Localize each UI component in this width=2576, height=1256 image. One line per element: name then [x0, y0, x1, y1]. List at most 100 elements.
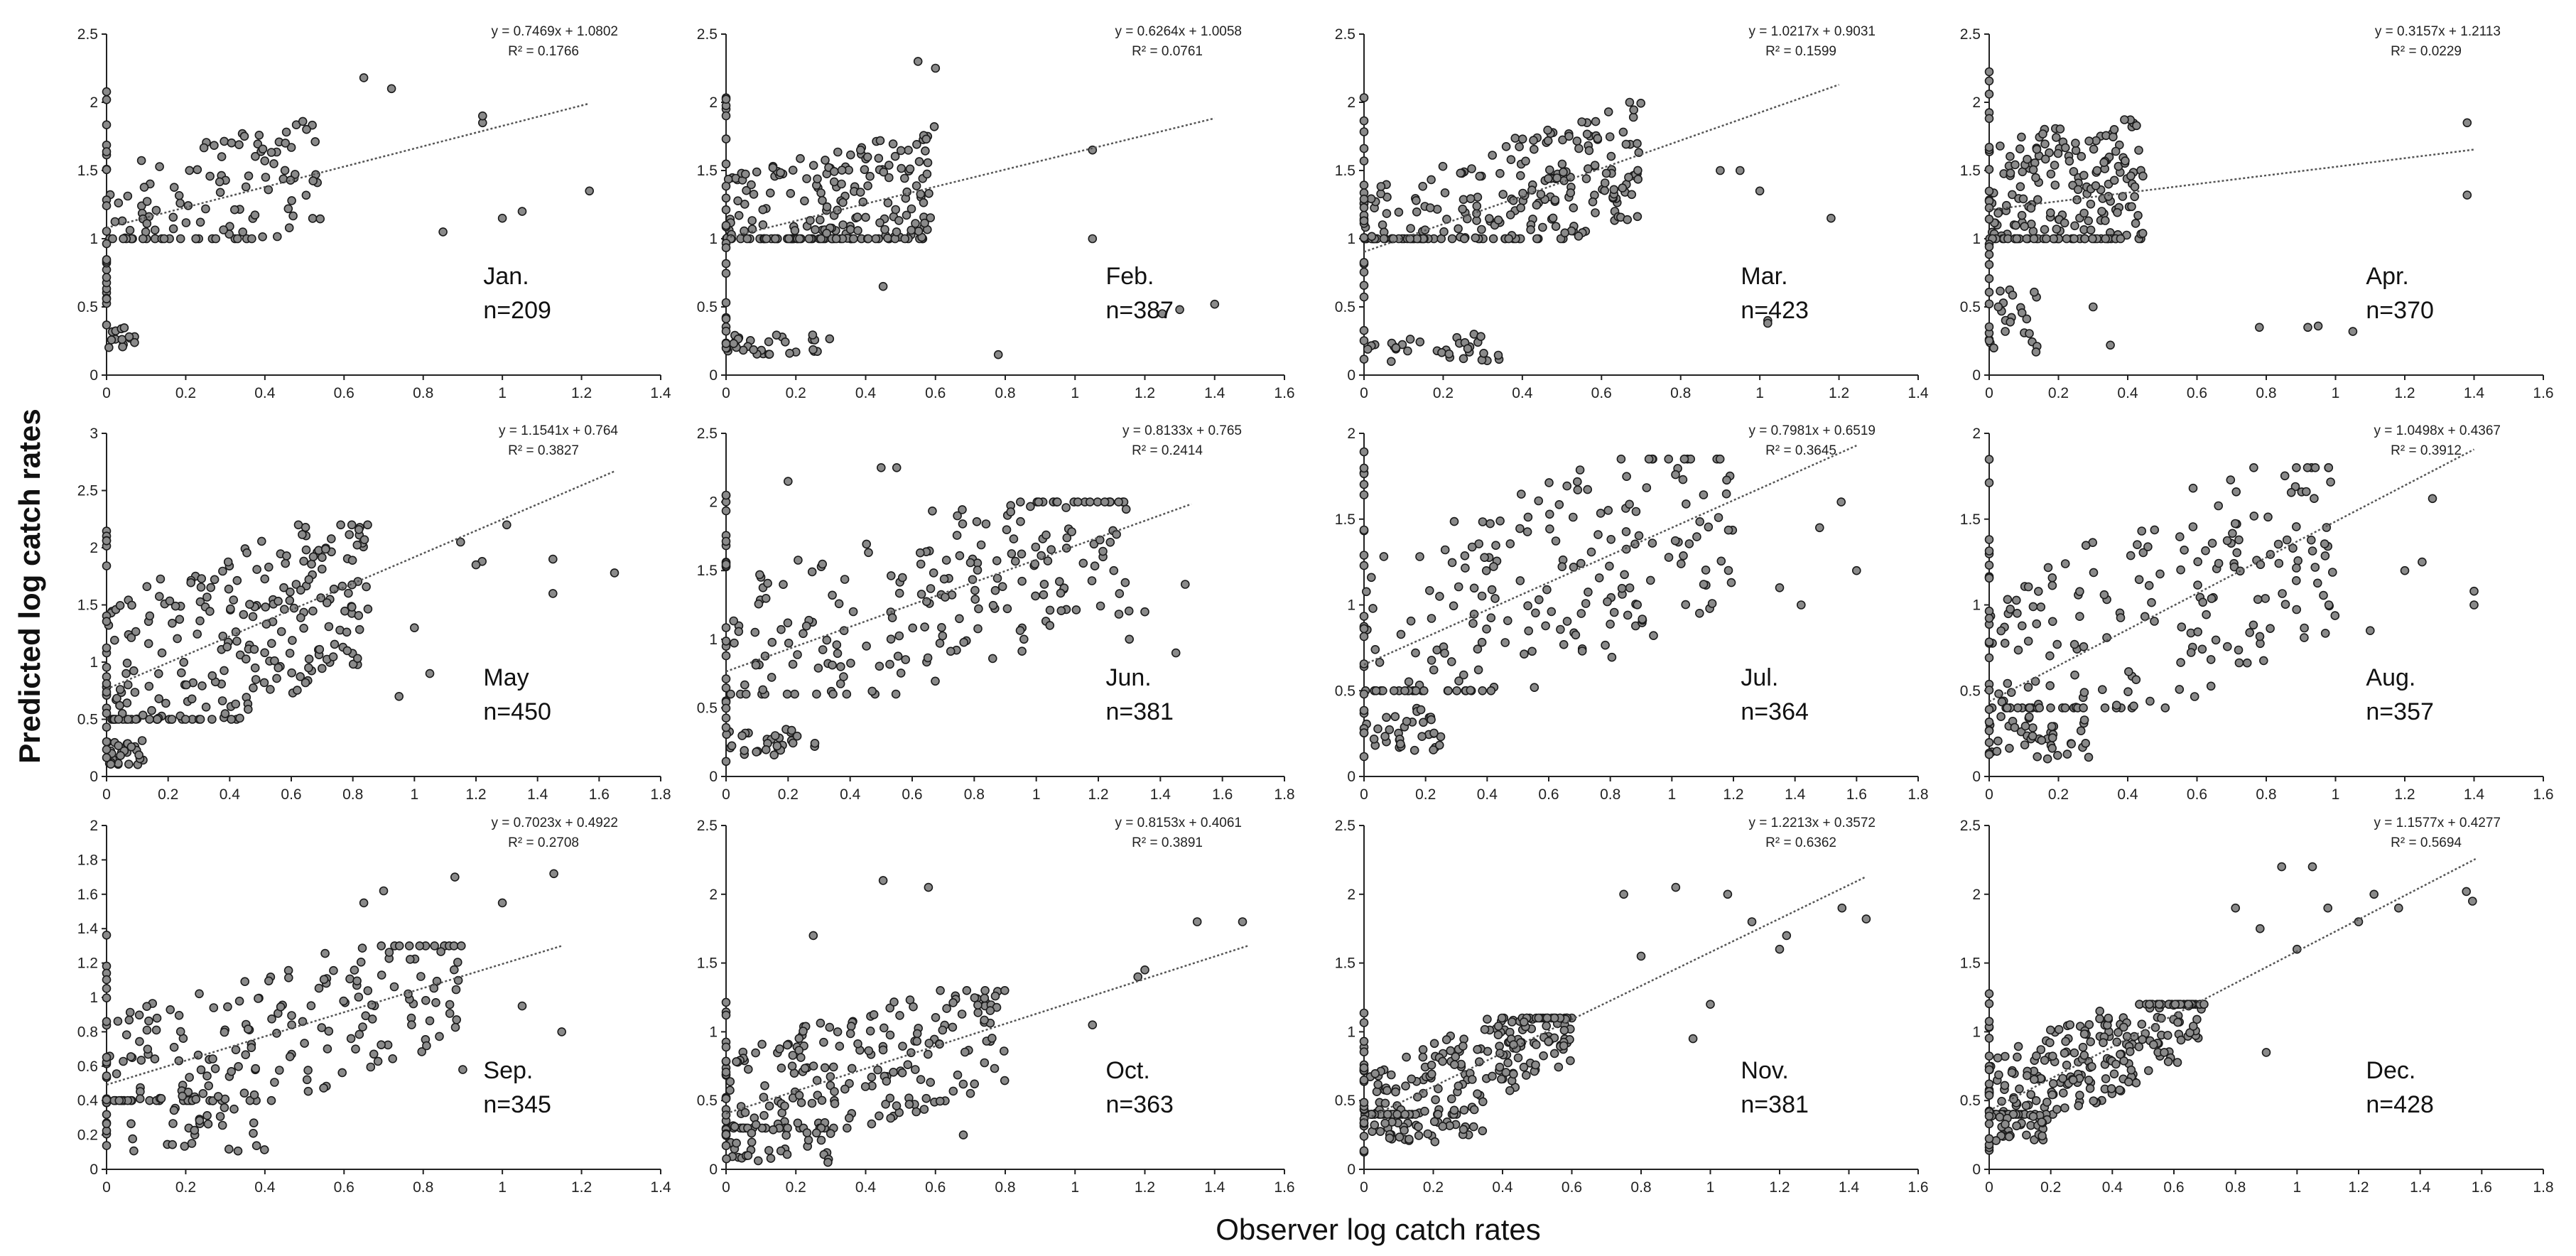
scatter-point	[822, 635, 832, 645]
scatter-point	[2031, 1096, 2041, 1105]
scatter-point	[220, 1103, 229, 1112]
scatter-point	[1489, 562, 1498, 571]
scatter-point	[1605, 561, 1614, 571]
scatter-point	[1493, 350, 1503, 360]
panel-9: 0 0.2 0.4 0.6 0.8 1 1.2 1.400.20.40.60.811.21.4…	[77, 816, 671, 1196]
scatter-point	[1017, 576, 1027, 586]
scatter-point	[357, 943, 367, 953]
scatter-point	[264, 976, 274, 986]
scatter-point	[2106, 340, 2115, 350]
scatter-point	[435, 1032, 444, 1041]
scatter-point	[1359, 216, 1369, 226]
scatter-point	[1414, 1122, 1423, 1132]
scatter-point	[1629, 105, 1638, 114]
scatter-point	[234, 996, 244, 1006]
scatter-point	[2028, 731, 2037, 741]
scatter-point	[2394, 903, 2403, 913]
scatter-point	[139, 183, 149, 192]
scatter-point	[1544, 478, 1554, 487]
scatter-point	[205, 171, 215, 181]
panels: 0 0.2 0.4 0.6 0.8 1 1.2 1.400.511.522.5 y = 0.74…	[77, 24, 2554, 1196]
scatter-point	[2052, 1105, 2062, 1114]
scatter-point	[337, 1068, 347, 1078]
scatter-point	[1359, 336, 1369, 345]
x-tick-label: 0.8	[995, 385, 1015, 401]
x-tick-label: 0.6	[334, 1179, 355, 1196]
scatter-point	[1861, 914, 1871, 924]
scatter-point	[818, 645, 828, 654]
scatter-point	[1359, 705, 1369, 715]
scatter-point	[886, 1113, 895, 1123]
scatter-point	[867, 1073, 877, 1082]
scatter-point	[992, 556, 1002, 565]
scatter-point	[2059, 1088, 2068, 1098]
r-squared: R² = 0.3645	[1765, 443, 1836, 458]
scatter-point	[2177, 622, 2187, 632]
scatter-point	[1373, 724, 1382, 734]
scatter-point	[102, 687, 112, 697]
scatter-point	[800, 1063, 810, 1073]
scatter-point	[352, 976, 362, 986]
scatter-point	[743, 1151, 753, 1160]
y-tick-label: 0	[1972, 367, 1981, 384]
y-tick-label: 1	[90, 990, 98, 1006]
month-label: Oct.	[1105, 1057, 1149, 1084]
scatter-point	[2145, 696, 2155, 706]
scatter-point	[2075, 612, 2084, 622]
scatter-point	[2037, 1131, 2047, 1141]
scatter-point	[807, 567, 817, 577]
scatter-point	[1406, 224, 1415, 233]
scatter-point	[2277, 862, 2286, 872]
scatter-point	[2119, 1056, 2128, 1066]
scatter-point	[1454, 224, 1463, 234]
scatter-point	[144, 639, 153, 649]
scatter-point	[948, 1086, 958, 1096]
scatter-point	[314, 983, 324, 993]
scatter-point	[159, 234, 169, 244]
scatter-point	[119, 323, 129, 332]
scatter-point	[1493, 215, 1503, 225]
scatter-point	[1359, 93, 1369, 102]
scatter-point	[1359, 728, 1369, 737]
scatter-point	[2302, 487, 2311, 497]
scatter-point	[2132, 121, 2141, 131]
scatter-point	[973, 565, 983, 575]
scatter-point	[1359, 463, 1369, 473]
scatter-point	[1664, 553, 1674, 562]
scatter-point	[127, 600, 136, 610]
scatter-point	[2015, 144, 2025, 153]
scatter-point	[458, 1065, 467, 1074]
scatter-point	[742, 185, 751, 195]
scatter-point	[1469, 610, 1479, 619]
scatter-point	[2320, 551, 2330, 561]
scatter-point	[1576, 609, 1586, 618]
scatter-point	[916, 189, 926, 199]
scatter-point	[1544, 1036, 1553, 1046]
scatter-point	[259, 1145, 269, 1154]
scatter-point	[417, 1047, 427, 1056]
x-tick-label: 0.8	[413, 385, 433, 401]
scatter-point	[862, 539, 871, 549]
scatter-point	[2050, 180, 2060, 190]
scatter-point	[1475, 171, 1485, 181]
scatter-point	[232, 575, 242, 585]
x-tick-label: 0.8	[1670, 385, 1691, 401]
scatter-point	[2013, 703, 2023, 713]
scatter-point	[1532, 1040, 1541, 1049]
y-tick-label: 0.2	[77, 1127, 98, 1144]
scatter-point	[1449, 516, 1459, 526]
scatter-point	[2138, 1035, 2147, 1044]
scatter-point	[102, 678, 112, 688]
scatter-point	[1405, 234, 1414, 244]
scatter-point	[272, 673, 281, 683]
scatter-point	[2170, 1000, 2180, 1009]
scatter-point	[2300, 623, 2309, 633]
scatter-point	[377, 941, 386, 951]
scatter-point	[818, 559, 827, 569]
x-tick-label: 1.4	[1839, 1179, 1860, 1196]
x-tick-label: 1.8	[1907, 786, 1928, 803]
scatter-point	[846, 150, 855, 160]
scatter-point	[1378, 220, 1387, 229]
scatter-point	[721, 623, 731, 632]
x-tick-label: 0.8	[1630, 1179, 1651, 1196]
